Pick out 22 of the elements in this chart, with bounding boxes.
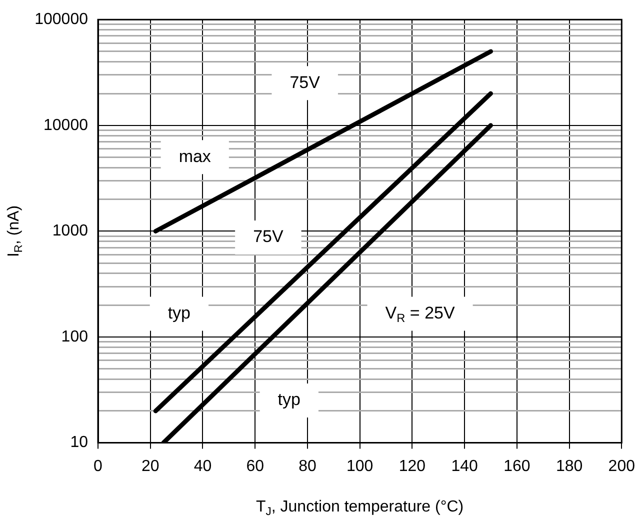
annotation: max (178, 146, 212, 166)
x-tick-label: 100 (346, 458, 374, 475)
annotation: typ (168, 303, 191, 322)
y-tick-label: 100000 (34, 11, 88, 28)
annotation: typ (278, 390, 300, 410)
annotation: 75V (253, 227, 284, 246)
x-tick-label: 140 (451, 458, 478, 475)
y-tick-label: 10000 (44, 116, 88, 134)
x-tick-label: 40 (194, 458, 212, 475)
y-axis-title: IR, (nA) (5, 205, 25, 258)
x-tick-label: 160 (504, 458, 530, 475)
y-tick-label: 10 (70, 434, 88, 452)
y-tick-label: 1000 (52, 222, 88, 240)
x-tick-label: 80 (298, 458, 316, 475)
x-tick-label: 200 (608, 458, 636, 475)
x-tick-label: 120 (398, 458, 426, 475)
x-tick-label: 20 (141, 458, 160, 475)
x-tick-label: 180 (556, 458, 583, 475)
y-tick-label: 100 (61, 328, 88, 346)
annotation: 75V (290, 72, 321, 92)
x-tick-label: 0 (94, 458, 103, 475)
x-tick-label: 60 (246, 458, 264, 475)
